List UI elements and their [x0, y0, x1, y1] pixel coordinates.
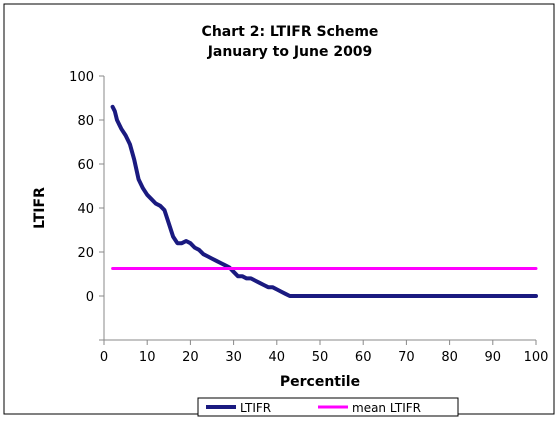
chart-subtitle: January to June 2009 — [207, 44, 373, 60]
legend: LTIFR mean LTIFR — [198, 398, 458, 416]
y-tick-label: 20 — [77, 246, 94, 261]
legend-label-ltifr: LTIFR — [240, 401, 271, 415]
legend-label-mean-ltifr: mean LTIFR — [352, 401, 421, 415]
x-tick-label: 50 — [312, 350, 329, 365]
x-tick-label: 30 — [225, 350, 242, 365]
x-tick-label: 10 — [139, 350, 156, 365]
x-axis-title: Percentile — [280, 374, 360, 390]
y-tick-label: 100 — [69, 70, 94, 85]
y-axis-title: LTIFR — [32, 187, 48, 229]
x-tick-label: 40 — [269, 350, 286, 365]
y-tick-label: 60 — [77, 158, 94, 173]
x-tick-label: 0 — [100, 350, 108, 365]
y-tick-label: 80 — [77, 114, 94, 129]
x-tick-label: 90 — [485, 350, 502, 365]
y-tick-label: 40 — [77, 202, 94, 217]
chart-title: Chart 2: LTIFR Scheme — [202, 24, 379, 40]
x-tick-label: 70 — [398, 350, 415, 365]
x-tick-label: 20 — [182, 350, 199, 365]
x-tick-label: 80 — [441, 350, 458, 365]
y-tick-label: 0 — [86, 290, 94, 305]
x-tick-label: 60 — [355, 350, 372, 365]
x-tick-label: 100 — [524, 350, 549, 365]
